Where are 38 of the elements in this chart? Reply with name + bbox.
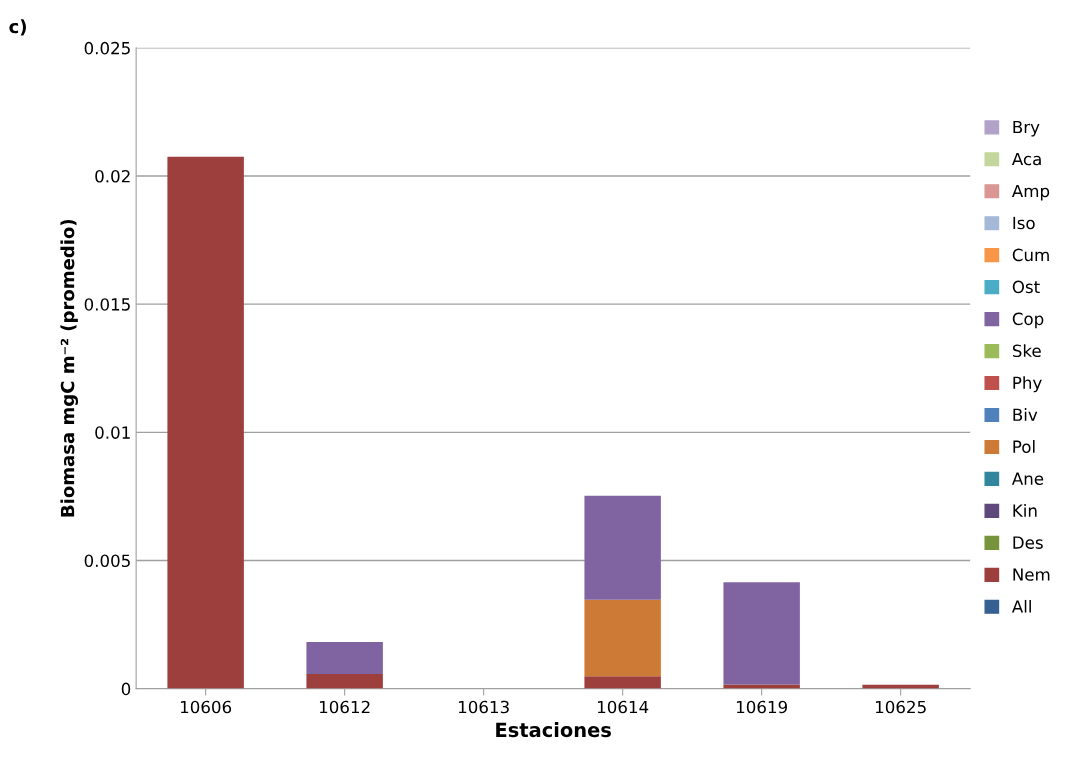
legend-label: Biv [1013,408,1038,421]
y-axis-title: Biomasa mgC m⁻² (promedio) [60,219,79,517]
y-tick-label: 0.01 [95,426,130,439]
x-tick-label: 10614 [597,700,649,714]
chart-title: c) [9,19,26,36]
x-tick-label: 10619 [736,700,787,714]
legend-label: Aca [1011,152,1041,166]
legend-label: Bry [1013,120,1040,137]
x-tick-label: 10606 [180,700,232,714]
bar [584,676,661,689]
legend-label: Ane [1011,472,1044,485]
bar [584,599,661,677]
x-axis-title: Estaciones [496,722,611,738]
bar [167,156,244,689]
y-tick-label: 0.025 [84,41,130,55]
legend-label: Amp [1011,184,1050,201]
y-tick-label: 0.005 [84,554,130,568]
legend-label: Kin [1013,504,1037,517]
x-tick-label: 10613 [458,700,509,714]
bar [584,495,661,600]
y-tick-label: 0 [121,682,131,696]
legend-label: Iso [1013,216,1035,230]
bar [306,641,383,675]
legend-label: Des [1013,536,1043,549]
bar [723,582,800,685]
legend-label: Ske [1012,344,1041,358]
bar [306,674,383,689]
legend-label: Phy [1013,376,1042,393]
y-tick-label: 0.015 [84,298,130,311]
legend-label: Ost [1012,280,1040,294]
x-tick-label: 10625 [875,700,926,714]
legend-label: Pol [1013,440,1035,453]
legend-label: Nem [1013,568,1050,581]
legend-label: All [1011,599,1031,613]
y-tick-label: 0.02 [95,169,130,183]
legend-label: Cum [1012,248,1049,262]
legend-label: Cop [1012,312,1044,329]
x-tick-label: 10612 [319,700,370,714]
